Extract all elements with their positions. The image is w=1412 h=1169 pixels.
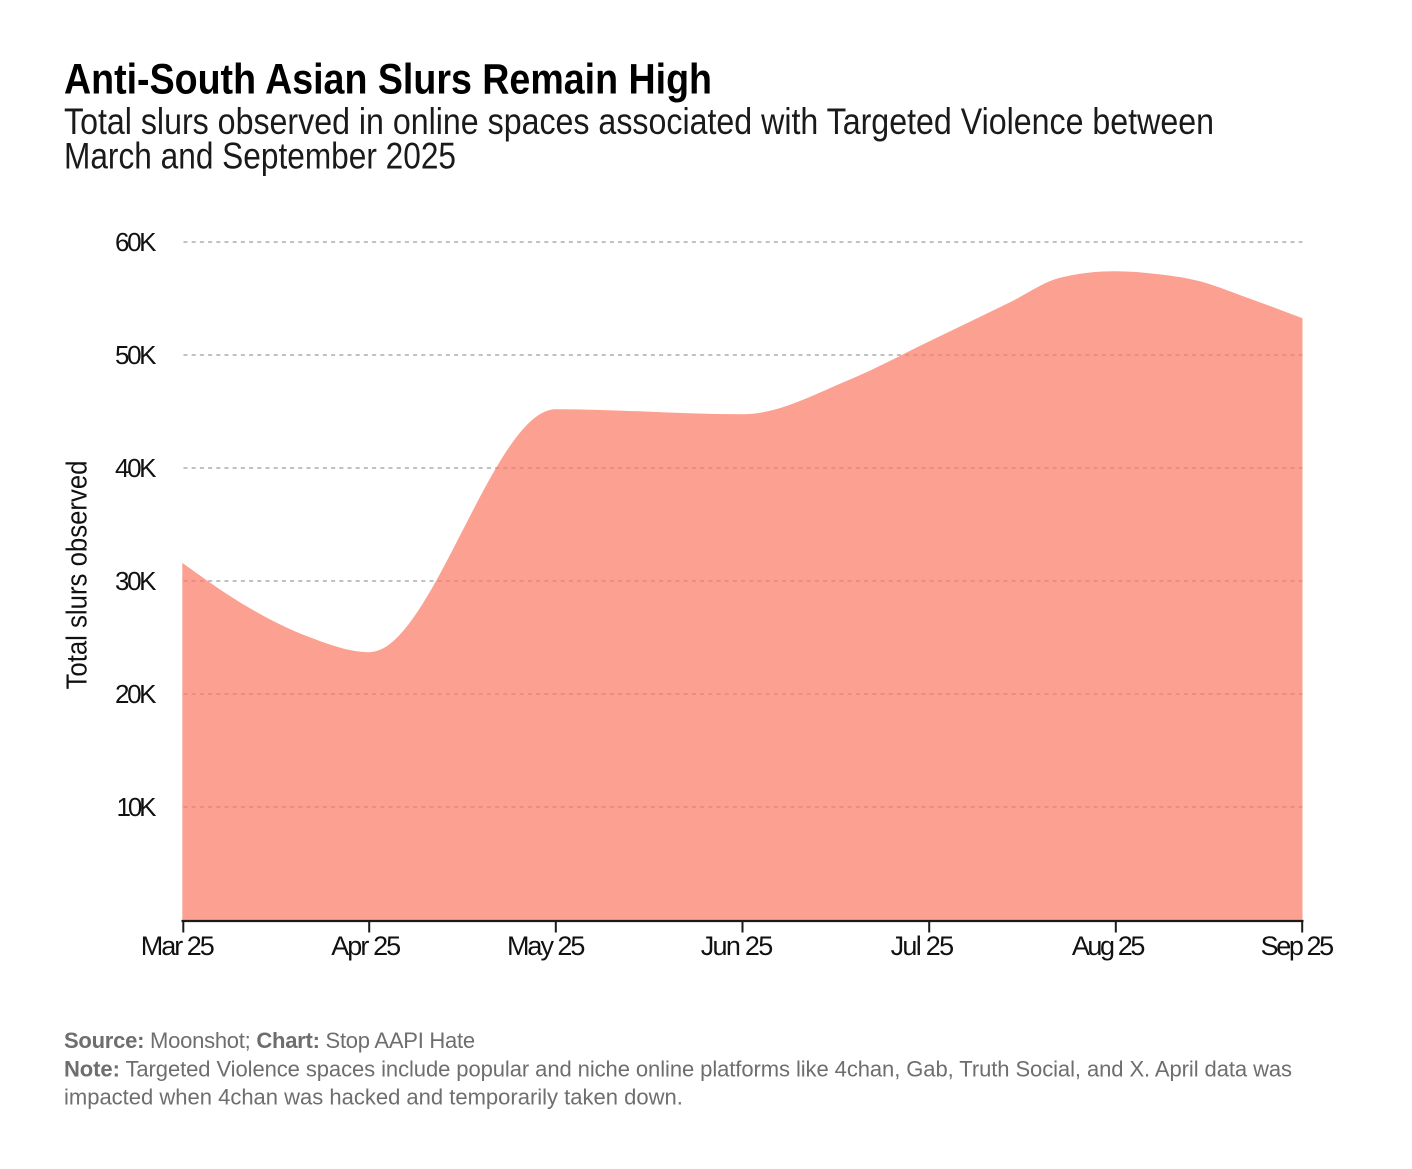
svg-text:Source: Moonshot; Chart: Stop: Source: Moonshot; Chart: Stop AAPI Hate: [64, 1028, 475, 1053]
svg-text:Aug 25: Aug 25: [1072, 931, 1146, 961]
svg-text:30K: 30K: [115, 566, 157, 596]
svg-text:Sep 25: Sep 25: [1261, 931, 1335, 961]
svg-text:Total slurs observed in online: Total slurs observed in online spaces as…: [64, 101, 1214, 142]
svg-text:Mar 25: Mar 25: [141, 931, 215, 961]
svg-text:60K: 60K: [115, 227, 157, 257]
svg-text:Jul 25: Jul 25: [891, 931, 955, 961]
svg-text:March and September 2025: March and September 2025: [64, 136, 456, 177]
svg-text:Jun 25: Jun 25: [701, 931, 774, 961]
svg-text:May 25: May 25: [507, 931, 586, 961]
svg-text:10K: 10K: [117, 792, 158, 822]
svg-text:impacted when 4chan was hacked: impacted when 4chan was hacked and tempo…: [64, 1085, 683, 1110]
svg-text:50K: 50K: [115, 340, 157, 370]
svg-text:Note: Targeted Violence spaces: Note: Targeted Violence spaces include p…: [64, 1057, 1292, 1082]
svg-text:Total slurs observed: Total slurs observed: [62, 461, 94, 690]
svg-text:Anti-South Asian Slurs Remain: Anti-South Asian Slurs Remain High: [64, 56, 712, 104]
svg-text:40K: 40K: [115, 453, 157, 483]
svg-text:20K: 20K: [115, 679, 157, 709]
svg-text:Apr 25: Apr 25: [331, 931, 401, 961]
